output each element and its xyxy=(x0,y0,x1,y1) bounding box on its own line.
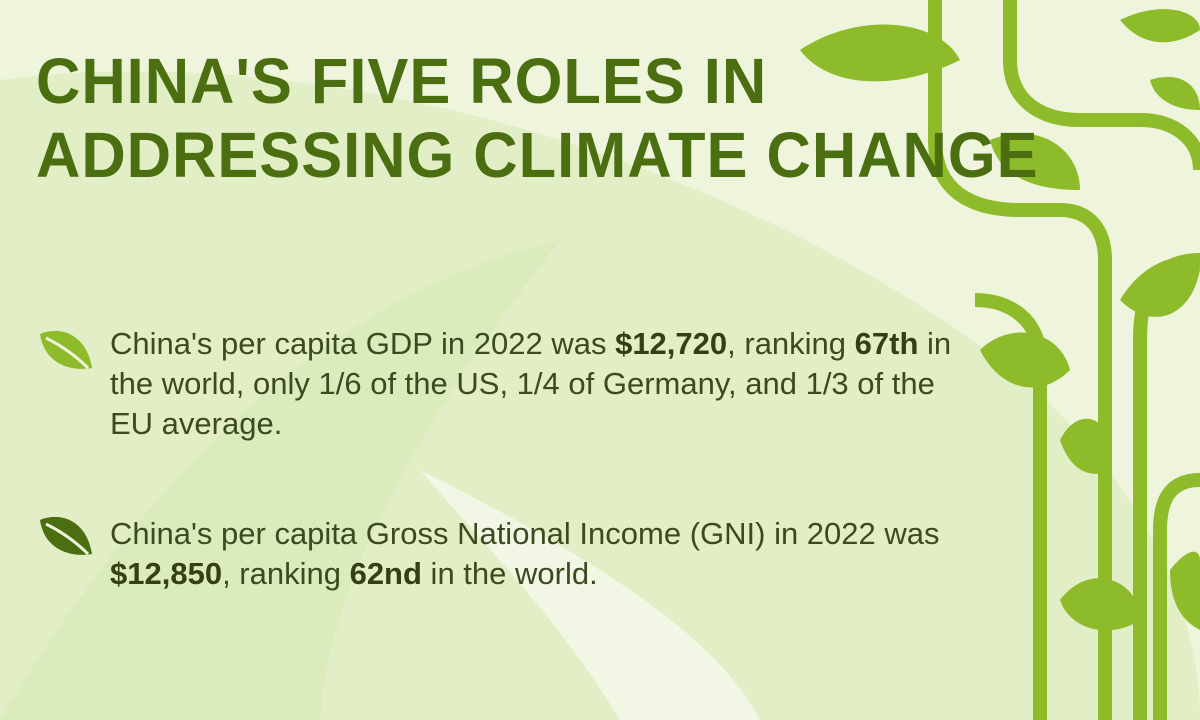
title: CHINA'S FIVE ROLES IN ADDRESSING CLIMATE… xyxy=(36,44,1039,192)
bullet: China's per capita Gross National Income… xyxy=(110,514,970,594)
bullet: China's per capita GDP in 2022 was $12,7… xyxy=(110,324,970,444)
body-text: , ranking xyxy=(222,556,350,591)
leaf-icon xyxy=(40,516,92,556)
highlight-text: 62nd xyxy=(349,556,422,591)
title-line: ADDRESSING CLIMATE CHANGE xyxy=(36,119,1039,191)
highlight-text: $12,720 xyxy=(615,326,728,361)
highlight-text: $12,850 xyxy=(110,556,223,591)
body-text: China's per capita Gross National Income… xyxy=(110,516,940,551)
title-line: CHINA'S FIVE ROLES IN xyxy=(36,45,768,117)
leaf-icon xyxy=(40,330,92,370)
body-text: in the world. xyxy=(421,556,598,591)
body-text: in the world, only 1/6 of the US, 1/4 of… xyxy=(110,326,952,441)
highlight-text: 67th xyxy=(854,326,919,361)
body-text: China's per capita GDP in 2022 was xyxy=(110,326,616,361)
body-text: , ranking xyxy=(727,326,855,361)
